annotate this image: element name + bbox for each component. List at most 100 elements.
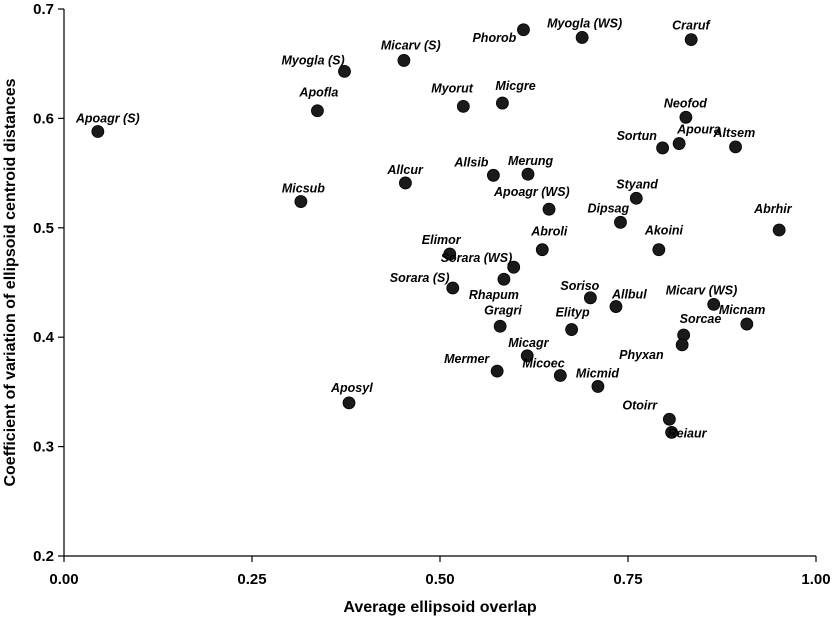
point-label: Myorut xyxy=(431,81,474,95)
point-label: Akoini xyxy=(644,224,684,238)
data-point xyxy=(614,215,627,229)
point-label: Elityp xyxy=(556,306,590,320)
data-point xyxy=(656,141,669,155)
data-point xyxy=(629,191,643,205)
data-point xyxy=(665,425,679,439)
point-label: Gragri xyxy=(484,303,522,317)
data-point xyxy=(609,300,623,313)
x-tick-label: 1.00 xyxy=(801,571,830,588)
data-point xyxy=(507,260,521,274)
point-label: Aposyl xyxy=(330,381,373,395)
point-label: Craruf xyxy=(672,19,711,33)
data-point xyxy=(294,195,308,208)
data-point xyxy=(707,297,721,311)
point-label: Allbul xyxy=(611,288,647,302)
data-point xyxy=(490,364,504,378)
data-point xyxy=(520,349,534,363)
data-point xyxy=(672,137,686,150)
point-labels: Apoagr (S) Apofla Myogla (S) Micarv (S) Mics… xyxy=(75,16,793,440)
point-label: Sorara (S) xyxy=(390,271,450,285)
data-point xyxy=(456,99,470,113)
point-label: Sorara (WS) xyxy=(441,251,513,265)
point-label: Sortun xyxy=(617,129,658,143)
y-tick-label: 0.3 xyxy=(33,439,54,456)
point-label: Styand xyxy=(616,177,658,191)
point-label: Micagr xyxy=(508,336,549,350)
data-point xyxy=(535,243,549,257)
point-label: Soriso xyxy=(560,279,599,293)
data-point xyxy=(496,96,509,110)
data-point xyxy=(446,281,460,295)
data-point xyxy=(486,168,500,182)
point-label: Elimor xyxy=(422,233,462,247)
point-label: Sorcae xyxy=(680,312,722,326)
data-point xyxy=(342,396,356,410)
x-tick-label: 0.75 xyxy=(613,571,642,588)
point-label: Merung xyxy=(508,154,554,168)
point-label: Micnam xyxy=(719,303,766,317)
y-tick-label: 0.6 xyxy=(33,110,54,127)
point-label: Micmid xyxy=(576,366,619,380)
y-axis-title: Coefficient of variation of ellipsoid ce… xyxy=(2,78,19,486)
x-axis-title: Average ellipsoid overlap xyxy=(343,599,536,616)
data-points xyxy=(91,23,786,439)
data-point xyxy=(311,104,324,118)
point-label: Allsib xyxy=(453,155,488,169)
data-point xyxy=(399,176,412,190)
point-label: Abroli xyxy=(530,225,568,239)
point-label: Apoagr (WS) xyxy=(493,185,570,199)
data-point xyxy=(740,317,754,331)
x-tick-label: 0.25 xyxy=(237,571,266,588)
data-point xyxy=(662,412,676,426)
y-tick-label: 0.2 xyxy=(33,548,54,565)
data-point xyxy=(584,291,597,305)
point-label: Abrhir xyxy=(753,202,793,216)
data-point xyxy=(517,23,530,37)
point-label: Myogla (WS) xyxy=(547,16,622,30)
data-point xyxy=(91,125,105,138)
point-label: Micsub xyxy=(282,182,325,196)
point-label: Apofla xyxy=(298,86,338,100)
data-point xyxy=(575,31,589,44)
data-point xyxy=(493,319,507,333)
point-label: Otoirr xyxy=(622,398,658,412)
axes: 0.00 0.25 0.50 0.75 1.00 0.2 0.3 0.4 0.5 0.6 0.7 xyxy=(33,1,830,588)
data-point xyxy=(497,272,511,286)
data-point xyxy=(652,243,666,257)
point-label: Phyxan xyxy=(619,348,664,362)
point-label: Micarv (WS) xyxy=(666,283,738,297)
point-label: Myogla (S) xyxy=(281,53,344,67)
x-tick-label: 0.50 xyxy=(425,571,454,588)
data-point xyxy=(553,369,567,382)
data-point xyxy=(675,338,689,352)
data-point xyxy=(684,33,698,47)
y-tick-label: 0.5 xyxy=(33,220,54,237)
y-tick-label: 0.4 xyxy=(33,329,55,346)
point-label: Mermer xyxy=(444,352,490,366)
point-label: Reiaur xyxy=(668,426,708,440)
point-label: Micarv (S) xyxy=(381,38,441,52)
data-point xyxy=(521,167,535,181)
point-label: Phorob xyxy=(472,31,516,45)
data-point xyxy=(397,54,411,67)
point-label: Neofod xyxy=(664,96,707,110)
point-label: Micgre xyxy=(495,79,535,93)
data-point xyxy=(591,380,605,393)
point-label: Allcur xyxy=(386,163,424,177)
data-point xyxy=(565,323,578,336)
data-point xyxy=(443,247,457,261)
y-tick-label: 0.7 xyxy=(33,1,54,18)
data-point xyxy=(338,64,351,78)
point-label: Micoec xyxy=(522,356,564,370)
point-label: Rhapum xyxy=(469,288,519,302)
data-point xyxy=(679,110,693,124)
point-label: Apoura xyxy=(676,123,721,137)
point-label: Altsem xyxy=(713,126,756,140)
point-label: Apoagr (S) xyxy=(75,112,140,126)
data-point xyxy=(729,140,742,154)
point-label: Dipsag xyxy=(587,201,629,215)
data-point xyxy=(772,223,786,237)
x-tick-label: 0.00 xyxy=(49,571,78,588)
data-point xyxy=(542,202,556,216)
